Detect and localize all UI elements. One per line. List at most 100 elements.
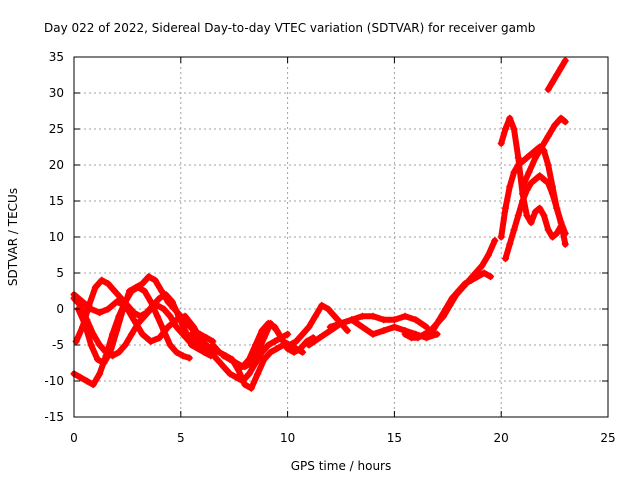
data-point: [553, 71, 561, 79]
y-tick-label: -5: [52, 338, 64, 352]
data-point: [155, 334, 163, 342]
data-point: [510, 125, 518, 133]
data-point: [557, 64, 565, 72]
data-point: [553, 204, 561, 212]
data-point: [519, 183, 527, 191]
data-point: [501, 204, 509, 212]
data-point: [506, 114, 514, 122]
data-point: [232, 359, 240, 367]
data-point: [442, 305, 450, 313]
data-point: [540, 175, 548, 183]
data-point: [536, 172, 544, 180]
data-point: [76, 373, 84, 381]
data-point: [234, 366, 242, 374]
data-point: [292, 337, 300, 345]
data-point: [115, 348, 123, 356]
data-point: [91, 283, 99, 291]
data-point: [215, 348, 223, 356]
data-point: [173, 348, 181, 356]
data-point: [104, 305, 112, 313]
series-arc-15: [497, 114, 565, 241]
data-point: [548, 78, 556, 86]
data-point: [497, 139, 505, 147]
y-tick-label: 35: [49, 50, 64, 64]
data-point: [290, 348, 298, 356]
data-point: [531, 154, 539, 162]
data-point: [433, 330, 441, 338]
data-point: [343, 327, 351, 335]
data-point: [454, 287, 462, 295]
data-point: [435, 316, 443, 324]
data-point: [561, 57, 569, 65]
data-point: [299, 330, 307, 338]
data-point: [296, 345, 304, 353]
data-point: [519, 197, 527, 205]
series-arc-12: [401, 237, 499, 342]
data-point: [164, 298, 172, 306]
data-point: [544, 132, 552, 140]
data-point: [514, 154, 522, 162]
data-point: [132, 283, 140, 291]
data-point: [390, 323, 398, 331]
data-point: [187, 341, 195, 349]
data-point: [260, 334, 268, 342]
data-point: [113, 298, 121, 306]
data-point: [497, 233, 505, 241]
data-point: [158, 287, 166, 295]
data-point: [501, 125, 509, 133]
data-point: [369, 312, 377, 320]
data-point: [536, 204, 544, 212]
data-point: [98, 276, 106, 284]
x-tick-label: 0: [70, 431, 78, 445]
data-point: [87, 341, 95, 349]
series-trace: [519, 115, 569, 190]
data-point: [264, 341, 272, 349]
data-point: [311, 312, 319, 320]
series-arc-18: [544, 57, 569, 93]
data-point: [337, 319, 345, 327]
data-point: [241, 363, 249, 371]
data-point: [523, 211, 531, 219]
data-point: [160, 305, 168, 313]
data-point: [113, 327, 121, 335]
data-point: [523, 186, 531, 194]
data-point: [155, 294, 163, 302]
data-point: [106, 348, 114, 356]
data-point: [96, 309, 104, 317]
y-tick-label: -10: [44, 374, 64, 388]
data-point: [247, 384, 255, 392]
data-point: [96, 370, 104, 378]
data-point: [241, 381, 249, 389]
data-point: [209, 341, 217, 349]
data-point: [164, 323, 172, 331]
data-point: [153, 312, 161, 320]
x-tick-label: 5: [177, 431, 185, 445]
data-point: [514, 211, 522, 219]
data-point: [213, 355, 221, 363]
series-arc-16: [501, 172, 569, 263]
data-point: [151, 276, 159, 284]
data-point: [273, 327, 281, 335]
data-point: [523, 154, 531, 162]
series-trace: [423, 270, 494, 338]
data-point: [247, 359, 255, 367]
data-point: [506, 240, 514, 248]
data-point: [187, 330, 195, 338]
y-tick-label: 25: [49, 122, 64, 136]
data-point: [271, 337, 279, 345]
data-point: [480, 269, 488, 277]
data-point: [412, 316, 420, 324]
data-point: [166, 341, 174, 349]
data-point: [401, 330, 409, 338]
data-point: [487, 273, 495, 281]
series-arc-10: [305, 312, 430, 349]
data-point: [318, 301, 326, 309]
data-point: [531, 175, 539, 183]
data-point: [83, 377, 91, 385]
data-point: [525, 168, 533, 176]
data-point: [140, 287, 148, 295]
data-point: [93, 355, 101, 363]
data-point: [422, 330, 430, 338]
gridlines: [74, 57, 608, 417]
y-tick-label: 0: [56, 302, 64, 316]
